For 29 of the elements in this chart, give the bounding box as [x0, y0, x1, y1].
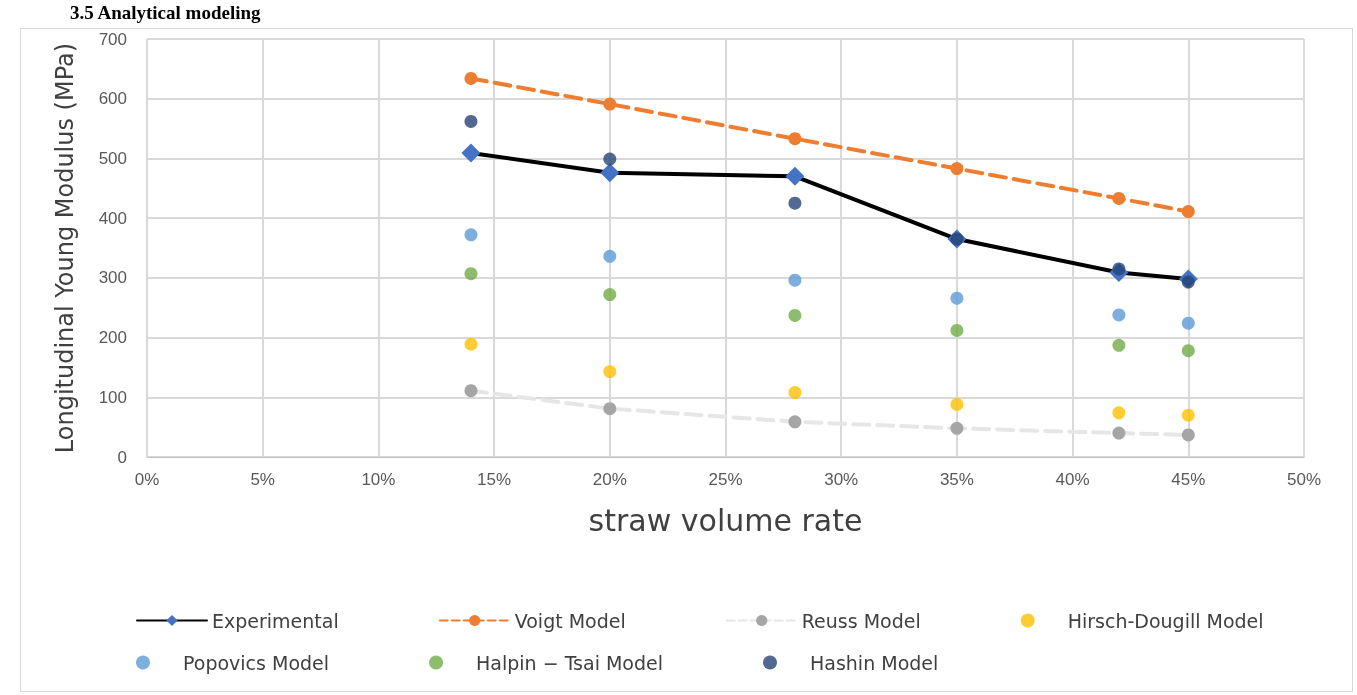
y-tick-label: 700: [98, 29, 127, 49]
x-axis-title: straw volume rate: [588, 502, 863, 538]
legend-label: Hashin Model: [810, 651, 939, 674]
x-tick-label: 0%: [134, 470, 160, 489]
x-tick-label: 50%: [1286, 470, 1322, 489]
x-tick-label: 35%: [939, 470, 974, 489]
x-tick-label: 15%: [477, 470, 512, 489]
x-tick-label: 20%: [592, 470, 627, 489]
y-axis-title: Longitudinal Young Modulus (MPa): [51, 42, 79, 454]
legend-label: Popovics Model: [183, 651, 330, 674]
x-tick-label: 40%: [1055, 470, 1090, 489]
legend-label: Voigt Model: [514, 609, 626, 632]
x-tick-label: 10%: [361, 470, 396, 489]
legend-label: Reuss Model: [801, 609, 921, 632]
x-tick-label: 25%: [708, 470, 743, 489]
legend-label: Hirsch-Dougill Model: [1067, 609, 1264, 632]
y-tick-label: 0: [117, 447, 127, 467]
legend-label: Experimental: [212, 609, 339, 632]
y-tick-label: 400: [98, 208, 127, 228]
y-tick-label: 100: [98, 387, 127, 407]
x-tick-label: 45%: [1171, 470, 1206, 489]
y-tick-label: 600: [98, 89, 127, 109]
x-tick-label: 30%: [824, 470, 859, 489]
y-tick-label: 500: [98, 148, 127, 168]
legend-label: Halpin − Tsai Model: [476, 651, 664, 674]
y-tick-label: 300: [98, 268, 127, 288]
x-tick-label: 5%: [250, 470, 275, 489]
chart-title: 3.5 Analytical modeling: [70, 2, 261, 24]
y-tick-label: 200: [98, 328, 127, 348]
